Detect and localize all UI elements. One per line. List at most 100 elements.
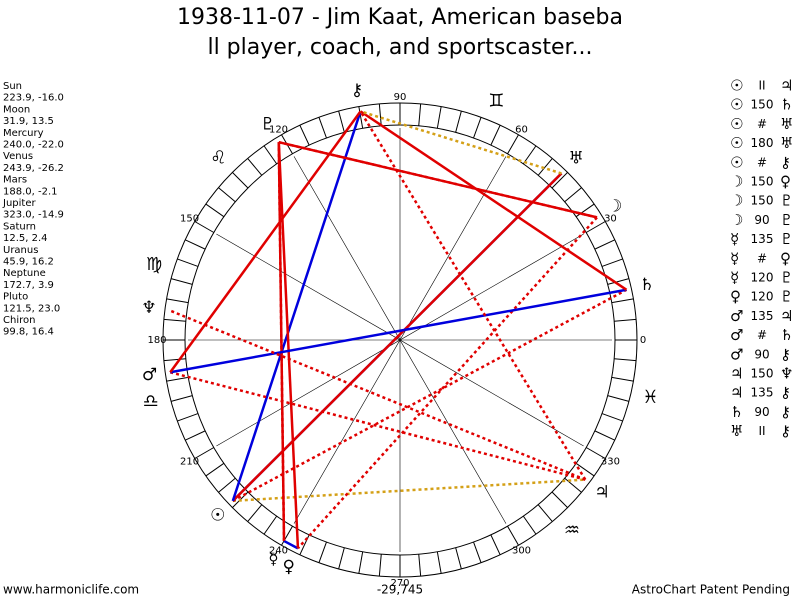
aspect-to: ♀ [780, 249, 791, 267]
title-line: ll player, coach, and sportscaster... [207, 35, 592, 60]
aspect-from: ☽ [730, 173, 743, 191]
ring-tick [551, 172, 568, 189]
ring-tick [166, 298, 189, 304]
degree-label: 150 [180, 214, 199, 225]
planet-name: Venus [3, 151, 33, 162]
aspect-from: ♂ [730, 345, 743, 363]
planet-name: Uranus [3, 245, 38, 256]
ring-tick [490, 124, 501, 146]
aspect-to: ♅ [780, 115, 793, 133]
ring-tick [611, 376, 634, 382]
ring-tick [299, 534, 310, 556]
ring-tick [177, 258, 199, 267]
aspect-from: ♄ [730, 403, 743, 421]
ring-tick [575, 462, 595, 477]
aspect-type: 135 [751, 309, 774, 323]
aspect-type: II [758, 79, 765, 93]
aspect-line [297, 216, 598, 550]
ring-tick [614, 318, 637, 322]
sign-glyph: ♌ [210, 147, 226, 168]
footer-right: AstroChart Patent Pending [632, 583, 790, 597]
degree-label: 300 [512, 545, 531, 556]
aspect-from: ☿ [730, 249, 739, 267]
planet-coords: 31.9, 13.5 [3, 116, 54, 127]
planet-glyph: ♃ [594, 482, 609, 502]
aspect-type: 150 [751, 194, 774, 208]
aspect-line [359, 110, 587, 481]
ring-tick [601, 258, 623, 267]
ring-tick [163, 358, 186, 362]
aspect-line [278, 140, 598, 219]
aspect-line [283, 539, 299, 550]
planet-glyph: ⚷ [351, 81, 363, 101]
ring-tick [537, 158, 553, 176]
ring-tick [378, 554, 382, 577]
planet-coords: 243.9, -26.2 [3, 163, 64, 174]
sign-glyph: ♒ [564, 520, 580, 541]
aspect-line [277, 142, 286, 541]
degree-label: 0 [640, 335, 646, 346]
ring-tick [575, 203, 595, 218]
ring-tick [473, 541, 482, 563]
planet-name: Chiron [3, 315, 35, 326]
ring-tick [418, 554, 422, 577]
planet-glyph: ♄ [639, 275, 654, 295]
aspect-to: ♄ [780, 326, 793, 344]
ring-tick [473, 117, 482, 139]
aspect-from: ☉ [730, 96, 743, 114]
ring-tick [163, 318, 186, 322]
aspect-to: ⚷ [780, 345, 791, 363]
aspect-type: 150 [751, 367, 774, 381]
ring-tick [247, 158, 263, 176]
aspect-to: ⚷ [780, 153, 791, 171]
ring-tick [455, 547, 462, 570]
ring-tick [166, 376, 189, 382]
sign-glyph: ♍ [146, 254, 162, 275]
planet-coords: 223.9, -16.0 [3, 93, 64, 104]
aspect-to: ♇ [780, 192, 793, 210]
ring-tick [551, 491, 568, 508]
planet-glyph: ♆ [141, 298, 156, 318]
ring-tick [490, 534, 501, 556]
ring-tick [194, 447, 215, 459]
planet-name: Mercury [3, 128, 44, 139]
aspect-type: # [757, 155, 767, 169]
aspect-line [359, 110, 628, 291]
planet-name: Neptune [3, 268, 46, 279]
house-spoke [216, 233, 584, 447]
ring-tick [522, 145, 537, 165]
ring-tick [184, 239, 206, 250]
planet-coords: 188.0, -2.1 [3, 186, 58, 197]
ring-tick [170, 278, 193, 285]
aspect-to: ♃ [780, 307, 793, 325]
ring-tick [184, 430, 206, 441]
planet-name: Sun [3, 81, 22, 92]
aspect-from: ☿ [730, 269, 739, 287]
planet-glyph: ☉ [210, 505, 225, 525]
aspect-line [277, 142, 300, 549]
ring-tick [436, 551, 442, 574]
planet-name: Moon [3, 104, 30, 115]
aspect-to: ⚷ [780, 403, 791, 421]
degree-label: 240 [269, 545, 288, 556]
ring-tick [205, 203, 225, 218]
planet-coords: 240.0, -22.0 [3, 140, 64, 151]
planet-glyph: ♅ [568, 148, 583, 168]
ring-tick [507, 134, 519, 155]
aspect-to: ♄ [780, 96, 793, 114]
planet-coords: 323.0, -14.9 [3, 210, 64, 221]
aspect-type: 150 [751, 175, 774, 189]
ring-tick [378, 103, 382, 126]
ring-tick [611, 298, 634, 304]
footer-left: www.harmoniclife.com [3, 583, 139, 597]
ring-tick [205, 462, 225, 477]
aspect-line [169, 110, 362, 374]
ring-tick [564, 187, 582, 203]
ring-tick [594, 430, 616, 441]
planet-glyph: ☿ [268, 549, 278, 569]
aspect-line [231, 172, 563, 502]
title-line: 1938-11-07 - Jim Kaat, American baseba [177, 5, 623, 30]
aspect-type: # [757, 251, 767, 265]
ring-tick [522, 515, 537, 535]
